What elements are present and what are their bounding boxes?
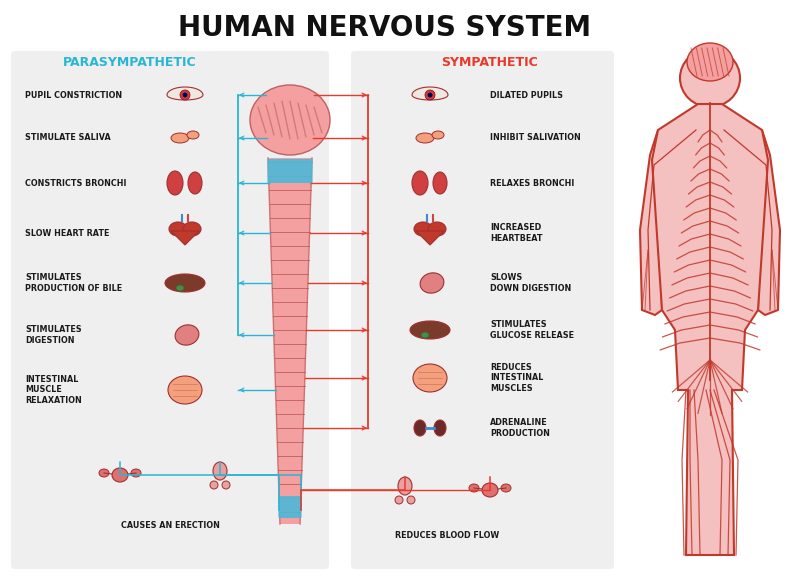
Ellipse shape bbox=[412, 171, 428, 195]
Polygon shape bbox=[167, 87, 203, 100]
Ellipse shape bbox=[112, 468, 128, 482]
Ellipse shape bbox=[413, 364, 447, 392]
Ellipse shape bbox=[171, 133, 189, 143]
Ellipse shape bbox=[416, 133, 434, 143]
Ellipse shape bbox=[420, 273, 444, 293]
Ellipse shape bbox=[188, 172, 202, 194]
Text: STIMULATE SALIVA: STIMULATE SALIVA bbox=[25, 134, 110, 142]
Ellipse shape bbox=[187, 131, 199, 139]
Polygon shape bbox=[640, 130, 662, 315]
Ellipse shape bbox=[432, 131, 444, 139]
Ellipse shape bbox=[99, 469, 109, 477]
Ellipse shape bbox=[398, 477, 412, 495]
Ellipse shape bbox=[182, 92, 187, 98]
Text: REDUCES BLOOD FLOW: REDUCES BLOOD FLOW bbox=[395, 530, 499, 540]
Ellipse shape bbox=[410, 321, 450, 339]
Text: INTESTINAL
MUSCLE
RELAXATION: INTESTINAL MUSCLE RELAXATION bbox=[25, 375, 82, 405]
Ellipse shape bbox=[414, 222, 432, 236]
Polygon shape bbox=[412, 87, 448, 100]
Text: STIMULATES
GLUCOSE RELEASE: STIMULATES GLUCOSE RELEASE bbox=[490, 320, 574, 340]
Ellipse shape bbox=[428, 222, 446, 236]
Ellipse shape bbox=[180, 90, 190, 100]
Ellipse shape bbox=[427, 92, 433, 98]
Ellipse shape bbox=[425, 90, 435, 100]
Ellipse shape bbox=[167, 171, 183, 195]
Text: CAUSES AN ERECTION: CAUSES AN ERECTION bbox=[121, 520, 219, 530]
Polygon shape bbox=[652, 104, 768, 555]
Ellipse shape bbox=[165, 274, 205, 292]
FancyBboxPatch shape bbox=[351, 51, 614, 569]
Ellipse shape bbox=[213, 462, 227, 480]
Ellipse shape bbox=[131, 469, 141, 477]
Text: STIMULATES
DIGESTION: STIMULATES DIGESTION bbox=[25, 325, 82, 345]
Text: INCREASED
HEARTBEAT: INCREASED HEARTBEAT bbox=[490, 223, 542, 243]
Text: RELAXES BRONCHI: RELAXES BRONCHI bbox=[490, 179, 574, 187]
Polygon shape bbox=[416, 231, 444, 245]
Ellipse shape bbox=[210, 481, 218, 489]
Text: PARASYMPATHETIC: PARASYMPATHETIC bbox=[63, 57, 197, 69]
Ellipse shape bbox=[421, 332, 429, 338]
Ellipse shape bbox=[175, 325, 199, 345]
Ellipse shape bbox=[469, 484, 479, 492]
Ellipse shape bbox=[414, 420, 426, 436]
FancyBboxPatch shape bbox=[278, 496, 302, 518]
Polygon shape bbox=[268, 158, 312, 524]
FancyBboxPatch shape bbox=[267, 159, 313, 183]
Text: HUMAN NERVOUS SYSTEM: HUMAN NERVOUS SYSTEM bbox=[178, 14, 591, 42]
Text: SLOW HEART RATE: SLOW HEART RATE bbox=[25, 228, 110, 238]
Polygon shape bbox=[758, 130, 780, 315]
Text: ADRENALINE
PRODUCTION: ADRENALINE PRODUCTION bbox=[490, 418, 550, 437]
Text: REDUCES
INTESTINAL
MUSCLES: REDUCES INTESTINAL MUSCLES bbox=[490, 363, 543, 393]
Text: CONSTRICTS BRONCHI: CONSTRICTS BRONCHI bbox=[25, 179, 126, 187]
Ellipse shape bbox=[433, 172, 447, 194]
Ellipse shape bbox=[687, 43, 733, 81]
FancyBboxPatch shape bbox=[279, 137, 301, 151]
Text: SYMPATHETIC: SYMPATHETIC bbox=[442, 57, 538, 69]
Text: SLOWS
DOWN DIGESTION: SLOWS DOWN DIGESTION bbox=[490, 273, 571, 293]
Ellipse shape bbox=[395, 496, 403, 504]
Polygon shape bbox=[171, 231, 199, 245]
Text: INHIBIT SALIVATION: INHIBIT SALIVATION bbox=[490, 134, 581, 142]
Ellipse shape bbox=[183, 222, 201, 236]
Ellipse shape bbox=[168, 376, 202, 404]
Ellipse shape bbox=[222, 481, 230, 489]
Ellipse shape bbox=[501, 484, 511, 492]
Text: PUPIL CONSTRICTION: PUPIL CONSTRICTION bbox=[25, 91, 122, 99]
Ellipse shape bbox=[407, 496, 415, 504]
Ellipse shape bbox=[482, 483, 498, 497]
Ellipse shape bbox=[169, 222, 187, 236]
Text: DILATED PUPILS: DILATED PUPILS bbox=[490, 91, 563, 99]
Text: STIMULATES
PRODUCTION OF BILE: STIMULATES PRODUCTION OF BILE bbox=[25, 273, 122, 293]
Ellipse shape bbox=[434, 420, 446, 436]
Ellipse shape bbox=[250, 85, 330, 155]
Ellipse shape bbox=[680, 49, 740, 107]
Ellipse shape bbox=[176, 285, 184, 291]
FancyBboxPatch shape bbox=[11, 51, 329, 569]
